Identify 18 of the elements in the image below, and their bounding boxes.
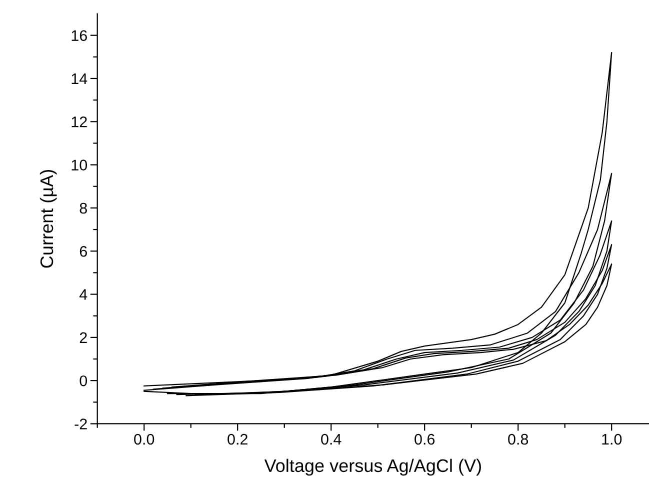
y-tick-label: 4 (79, 289, 88, 300)
y-tick-label: 0 (80, 375, 88, 386)
x-tick-label: 0.2 (228, 434, 248, 445)
y-tick-label: 8 (80, 202, 87, 214)
x-tick-label: 0.8 (508, 434, 528, 445)
y-tick-label: 14 (72, 74, 88, 84)
x-tick-label: 0.6 (414, 434, 435, 445)
x-tick-label: 1.0 (602, 434, 622, 445)
y-tick-label: 12 (72, 116, 87, 128)
y-tick-label: -2 (74, 418, 87, 430)
y-tick-label: 16 (72, 30, 87, 42)
y-tick-label: 10 (72, 160, 88, 170)
x-tick-label: 0.4 (321, 434, 342, 445)
y-tick-label: 2 (80, 332, 87, 343)
x-axis-title: Voltage versus Ag/AgCl (V) (264, 458, 481, 476)
y-tick-label: 6 (80, 246, 87, 257)
y-axis-title: Current (µA) (40, 170, 57, 268)
x-tick-label: 0.0 (134, 434, 154, 445)
